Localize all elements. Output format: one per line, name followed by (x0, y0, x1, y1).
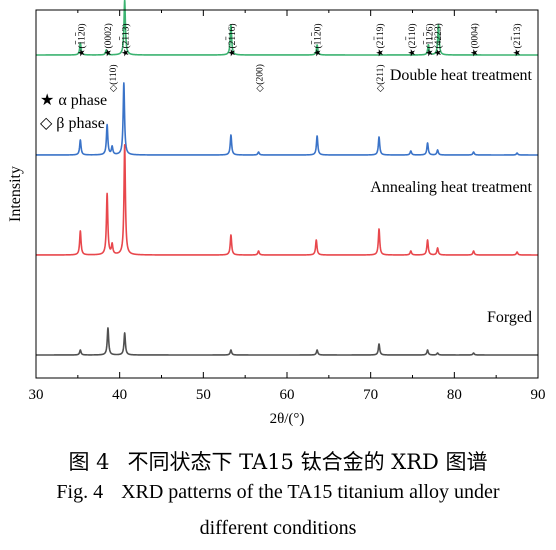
caption-english-text: XRD patterns of the TA15 titanium alloy … (121, 481, 500, 503)
peak-label-13: ★(2113) (510, 24, 523, 58)
x-tick-label-6: 90 (531, 387, 546, 403)
svg-text:★(1126): ★(1126) (424, 24, 435, 58)
series-labels: β heat treatmentDouble heat treatmentAnn… (370, 67, 533, 326)
x-tick-label-2: 50 (196, 387, 211, 403)
peak-label-9: ★(2110) (405, 24, 418, 58)
xrd-figure: ★(1120) ★(0002) ★(2113) ◇(110) ★(2116) ◇(200)… (7, 0, 546, 427)
series-label-1: Double heat treatment (390, 67, 533, 84)
peak-label-0: ★(1120) (75, 24, 87, 58)
legend-item-0: ★ α phase (40, 92, 107, 109)
series-line-1 (35, 82, 539, 156)
series-label-2: Annealing heat treatment (370, 179, 532, 196)
series-label-3: Forged (487, 309, 532, 326)
caption-english-line1: Fig. 4 XRD patterns of the TA15 titanium … (0, 481, 556, 504)
caption-english-line2: different conditions (0, 517, 556, 540)
xrd-chart: ★(1120) ★(0002) ★(2113)◇(110)★(2116)◇(200)… (7, 0, 546, 427)
peak-label-12: ★(0004) (470, 23, 481, 57)
peak-label-2: ★(2113) (119, 24, 132, 58)
legend-item-1: ◇ β phase (40, 115, 105, 132)
svg-text:◇(110): ◇(110) (108, 64, 119, 92)
x-tick-label-3: 60 (280, 387, 295, 403)
peak-label-3: ◇(110) (108, 64, 119, 92)
svg-text:★(2119): ★(2119) (375, 24, 386, 58)
caption-chinese-prefix: 图 4 (68, 450, 110, 474)
svg-text:★(2110): ★(2110) (407, 24, 418, 58)
svg-text:★(4223): ★(4223) (433, 23, 444, 57)
series-group (35, 0, 539, 356)
peak-label-11: ★(4223) (431, 23, 444, 57)
peak-label-8: ★(2119) (373, 24, 386, 58)
peak-label-6: ★(1120) (310, 24, 323, 58)
svg-text:★(1120): ★(1120) (312, 24, 323, 58)
series-line-0 (35, 0, 539, 56)
peak-label-5: ◇(200) (255, 64, 266, 92)
caption-english-prefix: Fig. 4 (56, 481, 104, 503)
peak-label-1: ★(0002) (103, 23, 114, 57)
svg-text:◇(200): ◇(200) (255, 64, 266, 92)
peak-label-4: ★(2116) (225, 24, 238, 58)
svg-text:★(0002): ★(0002) (103, 23, 114, 57)
svg-text:★(2113): ★(2113) (121, 24, 132, 58)
svg-text:◇(211): ◇(211) (375, 64, 386, 92)
x-tick-label-4: 70 (363, 387, 378, 403)
caption-chinese-text: 不同状态下 TA15 钛合金的 XRD 图谱 (127, 450, 488, 474)
x-tick-label-5: 80 (447, 387, 462, 403)
peak-annotations: ★(1120) ★(0002) ★(2113)◇(110)★(2116)◇(200)… (75, 23, 523, 92)
svg-text:★(2116): ★(2116) (227, 24, 238, 58)
legend: ★ α phase ◇ β phase (40, 92, 107, 132)
axes: 30 40 50 60 70 80 90 2θ/(°) Intensity (7, 9, 546, 427)
caption-english-text-2: different conditions (199, 517, 357, 539)
svg-text:★(1120): ★(1120) (76, 24, 87, 58)
series-line-3 (35, 327, 539, 356)
caption-chinese: 图 4 不同状态下 TA15 钛合金的 XRD 图谱 (0, 446, 556, 476)
x-tick-label-0: 30 (29, 387, 44, 403)
peak-label-7: ◇(211) (375, 64, 386, 92)
svg-text:★(0004): ★(0004) (470, 23, 481, 57)
x-axis-label: 2θ/(°) (270, 411, 305, 427)
svg-text:★(2113): ★(2113) (512, 24, 523, 58)
x-tick-label-1: 40 (112, 387, 127, 403)
series-line-2 (35, 144, 539, 256)
peak-label-10: ★(1126) (423, 24, 435, 58)
y-axis-label: Intensity (7, 166, 24, 222)
